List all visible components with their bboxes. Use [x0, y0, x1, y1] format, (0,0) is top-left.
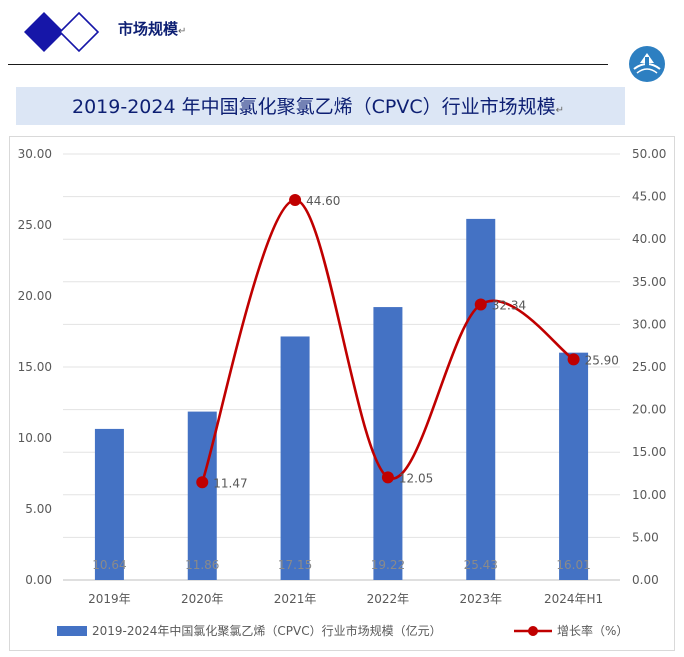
growth-marker: [567, 353, 580, 366]
left-axis-tick-label: 30.00: [18, 147, 52, 161]
right-axis-tick-label: 45.00: [632, 190, 666, 204]
bar-data-label: 16.01: [556, 558, 590, 572]
return-mark: ↵: [178, 26, 187, 37]
chart-title: 2019-2024 年中国氯化聚氯乙烯（CPVC）行业市场规模↵: [72, 92, 564, 119]
right-axis-tick-label: 15.00: [632, 445, 666, 459]
growth-data-label: 11.47: [213, 476, 247, 490]
x-tick-label: 2022年: [367, 592, 410, 606]
growth-data-label: 12.05: [399, 471, 433, 485]
left-axis-tick-label: 10.00: [18, 431, 52, 445]
chart-title-text: 2019-2024 年中国氯化聚氯乙烯（CPVC）行业市场规模: [72, 96, 556, 118]
chart-title-band: [16, 87, 625, 125]
x-tick-label: 2019年: [88, 592, 131, 606]
company-badge: [628, 45, 666, 83]
bar: [373, 307, 403, 580]
right-axis-tick-label: 35.00: [632, 275, 666, 289]
bar-data-label: 10.64: [92, 558, 126, 572]
legend-line-marker: [528, 626, 538, 636]
bar: [559, 352, 589, 580]
bar-data-label: 19.22: [371, 558, 405, 572]
left-axis-tick-label: 20.00: [18, 289, 52, 303]
bar: [466, 218, 496, 581]
header-divider: [8, 64, 608, 65]
diamond-logo-icon: [24, 11, 100, 53]
section-title-text: 市场规模: [118, 20, 179, 38]
x-tick-label: 2024年H1: [544, 592, 603, 606]
growth-line: [201, 198, 575, 483]
right-axis-tick-label: 40.00: [632, 232, 666, 246]
legend-line-label: 增长率（%）: [557, 623, 628, 638]
growth-marker: [289, 194, 302, 207]
growth-marker: [196, 476, 209, 489]
bar: [280, 336, 310, 580]
left-axis-tick-label: 0.00: [25, 573, 52, 587]
globe-badge-icon: [629, 46, 665, 82]
right-axis-tick-label: 5.00: [632, 530, 659, 544]
bar: [187, 411, 217, 580]
bar: [94, 428, 124, 580]
right-axis-tick-label: 20.00: [632, 403, 666, 417]
x-tick-label: 2021年: [274, 592, 317, 606]
chart-frame: [9, 136, 675, 651]
growth-data-label: 44.60: [306, 194, 340, 208]
right-axis-tick-label: 30.00: [632, 317, 666, 331]
left-axis-tick-label: 15.00: [18, 360, 52, 374]
legend-bar-label: 2019-2024年中国氯化聚氯乙烯（CPVC）行业市场规模（亿元）: [92, 623, 442, 638]
x-tick-label: 2023年: [459, 592, 502, 606]
section-title: 市场规模↵: [118, 18, 186, 39]
diamond-logo: [24, 10, 104, 54]
bar-data-label: 11.86: [185, 558, 219, 572]
legend-bar-swatch: [57, 626, 87, 636]
right-axis-tick-label: 50.00: [632, 147, 666, 161]
title-return-mark: ↵: [555, 105, 564, 116]
bar-data-label: 17.15: [278, 558, 312, 572]
growth-data-label: 32.34: [492, 298, 526, 312]
growth-marker: [474, 298, 487, 311]
right-axis-tick-label: 0.00: [632, 573, 659, 587]
left-axis-tick-label: 25.00: [18, 218, 52, 232]
x-tick-label: 2020年: [181, 592, 224, 606]
bar-data-label: 25.43: [464, 558, 498, 572]
growth-marker: [381, 471, 394, 484]
right-axis-tick-label: 25.00: [632, 360, 666, 374]
right-axis-tick-label: 10.00: [632, 488, 666, 502]
growth-data-label: 25.90: [585, 353, 619, 367]
left-axis-tick-label: 5.00: [25, 502, 52, 516]
